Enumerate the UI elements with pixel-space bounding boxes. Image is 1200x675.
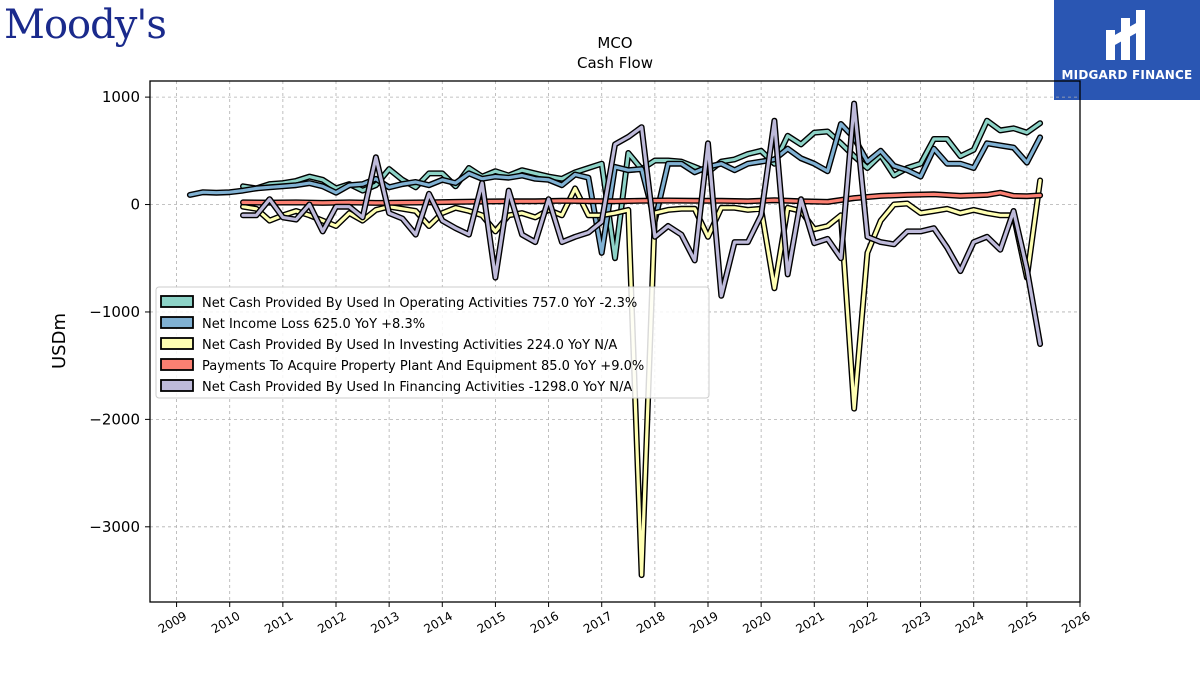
legend-swatch xyxy=(160,316,194,329)
x-axis: 2009 2010 2011 2012 2013 2014 2015 2016 2017 2018… xyxy=(156,602,1093,636)
x-tick-label: 2014 xyxy=(422,609,455,636)
plot-frame xyxy=(149,80,1081,603)
x-tick-label: 2022 xyxy=(847,609,880,636)
legend-swatch xyxy=(160,337,194,350)
legend-label: Net Cash Provided By Used In Investing A… xyxy=(202,338,617,353)
x-tick-label: 2009 xyxy=(156,609,189,636)
series-4 xyxy=(240,100,1044,347)
x-tick-label: 2020 xyxy=(740,609,773,636)
series-2 xyxy=(240,177,1044,579)
x-tick-label: 2011 xyxy=(262,609,295,636)
chart-subtitle: Cash Flow xyxy=(577,54,653,72)
series-lines xyxy=(186,100,1044,579)
midgard-mark-icon xyxy=(1106,10,1145,60)
midgard-finance-text: MIDGARD FINANCE xyxy=(1061,68,1193,82)
midgard-finance-logo: MIDGARD FINANCE xyxy=(1054,0,1200,100)
legend-swatch xyxy=(160,295,194,308)
series-line xyxy=(188,122,1042,255)
x-tick-label: 2012 xyxy=(315,609,348,636)
y-axis-label: USDm xyxy=(49,313,70,369)
y-tick-label: −1000 xyxy=(89,303,140,321)
x-tick-label: 2017 xyxy=(581,609,614,636)
x-tick-label: 2021 xyxy=(794,609,827,636)
x-tick-label: 2015 xyxy=(475,609,508,636)
x-tick-label: 2026 xyxy=(1059,609,1092,636)
moodys-logo: Moody's xyxy=(4,2,167,48)
x-tick-label: 2019 xyxy=(687,609,720,636)
chart-title: MCO xyxy=(597,34,632,52)
x-tick-label: 2013 xyxy=(368,609,401,636)
series-1 xyxy=(186,121,1044,256)
legend-label: Net Cash Provided By Used In Operating A… xyxy=(202,296,637,311)
legend: Net Cash Provided By Used In Operating A… xyxy=(155,286,710,399)
y-tick-label: 1000 xyxy=(102,88,140,106)
legend-swatch xyxy=(160,358,194,371)
legend-label: Payments To Acquire Property Plant And E… xyxy=(202,359,644,374)
y-tick-label: −3000 xyxy=(89,518,140,536)
x-tick-label: 2010 xyxy=(209,609,242,636)
legend-swatch xyxy=(160,379,194,392)
y-axis: 1000 0 −1000 −2000 −3000 xyxy=(89,88,150,536)
x-tick-label: 2016 xyxy=(528,609,561,636)
y-tick-label: 0 xyxy=(130,196,140,214)
x-tick-label: 2025 xyxy=(1006,609,1039,636)
legend-label: Net Income Loss 625.0 YoY +8.3% xyxy=(202,317,425,332)
x-tick-label: 2023 xyxy=(900,609,933,636)
legend-box xyxy=(155,286,710,399)
x-tick-label: 2018 xyxy=(634,609,667,636)
legend-label: Net Cash Provided By Used In Financing A… xyxy=(202,380,632,395)
x-tick-label: 2024 xyxy=(953,609,986,636)
series-line xyxy=(241,102,1042,346)
series-line xyxy=(241,178,1042,577)
y-tick-label: −2000 xyxy=(89,410,140,428)
